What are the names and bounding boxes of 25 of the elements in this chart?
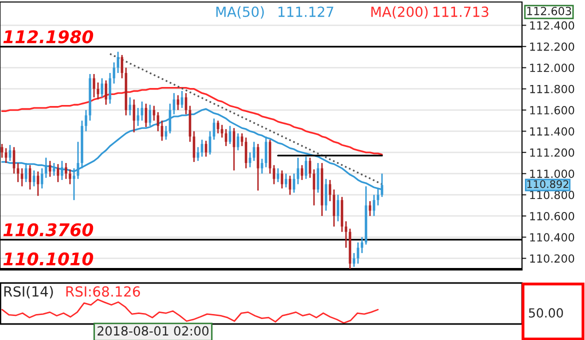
y-tick-label: 112.000 <box>530 64 574 72</box>
text: 50.00 <box>528 308 563 318</box>
text: 111.713 <box>434 6 488 18</box>
y-tick-label: 112.200 <box>530 42 574 51</box>
y-tick-label: 111.400 <box>530 127 574 136</box>
text: RSI:68.126 <box>66 286 140 297</box>
ref-line-label: 110.3760 <box>3 223 94 236</box>
y-tick-label: 110.600 <box>530 212 574 220</box>
y-tick-label: 112.400 <box>530 21 574 30</box>
annotation: 111.127 <box>278 6 334 17</box>
chart-title: RSI(14) <box>4 286 53 298</box>
text: 110.892 <box>527 180 568 188</box>
text: 2018-08-01 02:00 <box>98 326 208 336</box>
ref-line-label: 110.1010 <box>3 252 94 266</box>
y-tick-label: 110.800 <box>530 190 574 200</box>
text: MA(200) <box>371 6 428 19</box>
text: 112.603 <box>527 6 572 16</box>
ref-line-label: 112.1980 <box>3 30 94 44</box>
y-tick-label: 110.400 <box>530 233 574 242</box>
text: MA(50) <box>216 6 264 19</box>
y-tick-label: 111.600 <box>530 106 574 114</box>
y-tick-label: 111.800 <box>530 84 574 94</box>
y-tick-label: 111.200 <box>530 148 574 157</box>
y-tick-label: 111.000 <box>530 170 574 178</box>
y-tick-label: 110.200 <box>530 254 574 263</box>
